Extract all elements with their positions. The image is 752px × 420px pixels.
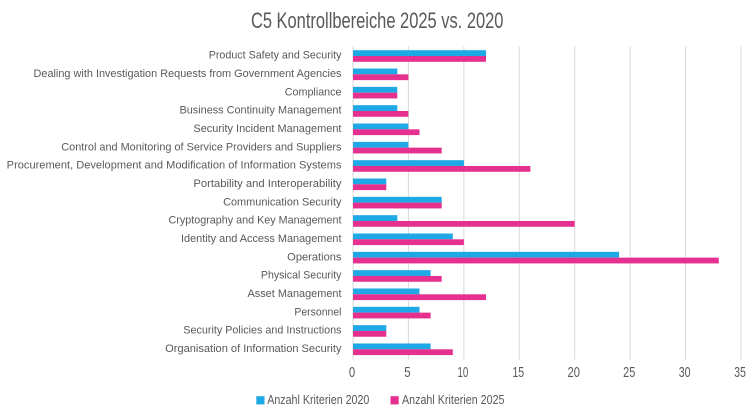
svg-text:Anzahl Kriterien 2020: Anzahl Kriterien 2020 <box>267 393 369 407</box>
svg-text:10: 10 <box>458 364 469 381</box>
svg-text:20: 20 <box>568 364 580 381</box>
svg-text:Cryptography and Key Managemen: Cryptography and Key Management <box>169 215 342 227</box>
svg-text:Physical Security: Physical Security <box>261 270 342 282</box>
svg-text:C5 Kontrollbereiche 2025 vs. 2: C5 Kontrollbereiche 2025 vs. 2020 <box>251 8 504 33</box>
svg-text:5: 5 <box>404 364 410 381</box>
svg-text:Procurement, Development and M: Procurement, Development and Modificatio… <box>7 160 342 172</box>
svg-text:Identity and Access Management: Identity and Access Management <box>181 233 342 245</box>
svg-text:Business Continuity Management: Business Continuity Management <box>180 105 342 117</box>
svg-text:Portability and Interoperabili: Portability and Interoperability <box>193 178 342 190</box>
svg-text:Asset Management: Asset Management <box>248 288 342 300</box>
svg-text:25: 25 <box>623 364 635 381</box>
svg-text:Organisation of Information Se: Organisation of Information Security <box>165 343 342 355</box>
svg-text:Dealing with Investigation Req: Dealing with Investigation Requests from… <box>34 68 342 80</box>
svg-text:Communication Security: Communication Security <box>223 196 342 208</box>
svg-text:Security Incident Management: Security Incident Management <box>193 123 341 135</box>
svg-text:15: 15 <box>512 364 524 381</box>
svg-text:Personnel: Personnel <box>294 306 341 318</box>
svg-text:Operations: Operations <box>287 251 342 263</box>
svg-text:Anzahl Kriterien 2025: Anzahl Kriterien 2025 <box>402 393 505 407</box>
svg-text:35: 35 <box>734 364 746 381</box>
svg-text:0: 0 <box>349 364 355 381</box>
svg-text:Compliance: Compliance <box>285 86 342 98</box>
svg-text:Product Safety and Security: Product Safety and Security <box>209 50 342 62</box>
svg-text:Security Policies and Instruct: Security Policies and Instructions <box>183 325 342 337</box>
svg-text:30: 30 <box>679 364 691 381</box>
svg-text:Control and Monitoring of Serv: Control and Monitoring of Service Provid… <box>61 141 342 153</box>
